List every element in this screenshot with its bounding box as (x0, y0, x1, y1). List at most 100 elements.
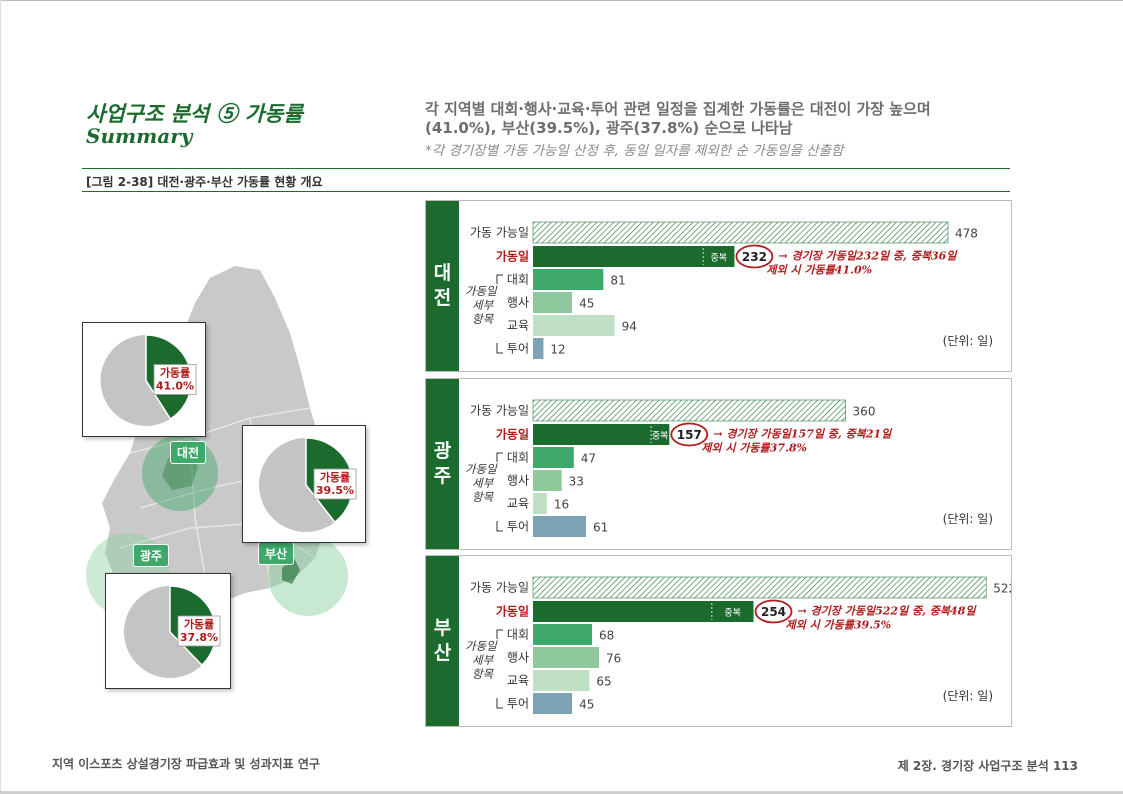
bar-event (533, 269, 604, 290)
figure-rule-bottom (82, 191, 1010, 192)
tag-gwangju: 광주 (133, 544, 170, 567)
row-label-education: 교육 (507, 319, 529, 333)
summary-text: 각 지역별 대회·행사·교육·투어 관련 일정을 집계한 가동률은 대전이 가장… (425, 100, 1025, 138)
bar-tour (533, 693, 573, 714)
row-label-education: 교육 (507, 674, 529, 688)
bar-event (533, 447, 574, 468)
pie-value: 39.5% (316, 484, 354, 497)
value-available: 360 (853, 405, 876, 419)
bar-education (533, 670, 590, 691)
operating-value-circle (735, 244, 774, 269)
row-label-education: 교육 (507, 497, 529, 511)
value-festival: 76 (606, 652, 621, 666)
detail-bracket-top (496, 452, 503, 462)
row-label-tour: 투어 (507, 342, 529, 356)
page-border-bottom (0, 791, 1123, 794)
page-border-top (0, 0, 1123, 1)
region-char-2: 산 (433, 642, 452, 664)
value-available: 478 (955, 227, 978, 241)
value-tour: 12 (550, 343, 565, 357)
detail-bracket-bottom (496, 343, 503, 354)
pie-value: 37.8% (180, 631, 218, 644)
detail-label-3: 항목 (472, 490, 495, 504)
bar-festival (533, 292, 573, 313)
row-label-festival: 행사 (507, 473, 529, 488)
pie-label: 가동률 (320, 470, 350, 484)
pie-label: 가동률 (160, 366, 190, 380)
bar-chart-gwangju: 가동 가능일 360 가동일 중복 157 → 경기장 가동일157일 중, 중복21일제… (465, 399, 893, 537)
value-festival: 45 (579, 297, 594, 311)
region-char-2: 전 (433, 287, 452, 309)
row-label-tour: 투어 (507, 697, 529, 711)
row-label-available: 가동 가능일 (470, 581, 529, 595)
value-education: 94 (622, 320, 637, 334)
bar-festival (533, 647, 599, 668)
value-operating: 254 (761, 605, 786, 619)
annotation-line-2: 제외 시 가동률39.5% (786, 619, 892, 632)
page-subtitle: Summary (86, 124, 193, 148)
detail-label-1: 가동일 (465, 639, 498, 653)
detail-bracket-bottom (496, 521, 503, 532)
summary-note: *각 경기장별 가동 가능일 산정 후, 동일 일자를 제외한 순 가동일을 산… (425, 143, 844, 159)
value-operating: 232 (742, 250, 767, 264)
panel-region-label: 부 산 (426, 556, 459, 726)
row-label-festival: 행사 (507, 650, 529, 665)
summary-line-1: 각 지역별 대회·행사·교육·투어 관련 일정을 집계한 가동률은 대전이 가장… (425, 100, 931, 118)
pie-chart-busan: 가동률39.5% (259, 437, 357, 532)
value-tour: 61 (593, 521, 608, 535)
pie-box-busan: 가동률 39.5% (242, 425, 366, 543)
value-education: 65 (596, 675, 611, 689)
page-border-left (0, 0, 1, 794)
row-label-operating: 가동일 (496, 604, 529, 619)
pie-label-box (177, 615, 221, 647)
annotation-line-1: → 경기장 가동일522일 중, 중복48일 (798, 605, 978, 618)
bar-chart-busan: 가동 가능일 522 가동일 중복 254 → 경기장 가동일522일 중, 중복48일제… (465, 576, 1011, 714)
region-char-1: 부 (433, 617, 452, 639)
annotation-line-1: → 경기장 가동일232일 중, 중복36일 (778, 250, 958, 263)
duplicate-label: 중복 (711, 253, 728, 264)
pie-value: 41.0% (156, 380, 194, 393)
summary-line-2: (41.0%), 부산(39.5%), 광주(37.8%) 순으로 나타남 (425, 119, 793, 137)
panel-daejeon: 대 전 가동 가능일 478 가동일 중복 232 → 경기장 가동일232일 중, 중복… (425, 200, 1012, 372)
detail-label-2: 세부 (472, 653, 495, 667)
annotation-line-1: → 경기장 가동일157일 중, 중복21일 (713, 428, 893, 441)
value-operating: 157 (677, 428, 702, 442)
row-label-tour: 투어 (507, 520, 529, 534)
bar-festival (533, 470, 562, 491)
row-label-available: 가동 가능일 (470, 226, 529, 240)
figure-label: [그림 2-38] 대전·광주·부산 가동률 현황 개요 (86, 175, 323, 189)
bar-tour (533, 516, 586, 537)
value-available: 522 (993, 582, 1011, 596)
bar-available (532, 576, 987, 599)
region-char-1: 광 (433, 440, 452, 462)
bar-operating (533, 601, 754, 622)
operating-value-circle (670, 422, 709, 447)
panel-region-label: 광 주 (426, 379, 459, 549)
value-event: 81 (610, 274, 625, 288)
duplicate-label: 중복 (724, 608, 741, 619)
detail-label-3: 항목 (472, 312, 495, 326)
bar-available (532, 221, 949, 244)
row-label-event: 대회 (507, 273, 529, 287)
detail-label-1: 가동일 (465, 284, 498, 298)
figure-rule-top (82, 168, 1010, 169)
row-label-operating: 가동일 (496, 249, 529, 264)
annotation-line-2: 제외 시 가동률41.0% (766, 264, 872, 277)
pie-box-daejeon: 가동률 41.0% (82, 322, 206, 437)
row-label-event: 대회 (507, 451, 529, 465)
page-title: 사업구조 분석 ⑤ 가동률 (86, 101, 303, 126)
value-tour: 45 (579, 698, 594, 712)
bar-chart-daejeon: 가동 가능일 478 가동일 중복 232 → 경기장 가동일232일 중, 중복36일제… (465, 221, 978, 359)
value-education: 16 (554, 498, 569, 512)
bar-operating (533, 246, 735, 267)
unit-label: (단위: 일) (942, 512, 993, 526)
detail-bracket-top (496, 274, 503, 284)
detail-label-2: 세부 (472, 298, 495, 312)
bar-education (533, 493, 547, 514)
operating-value-circle (754, 599, 793, 624)
detail-bracket-top (496, 629, 503, 639)
unit-label: (단위: 일) (942, 334, 993, 348)
pie-label-box (313, 468, 357, 500)
value-event: 68 (599, 629, 614, 643)
